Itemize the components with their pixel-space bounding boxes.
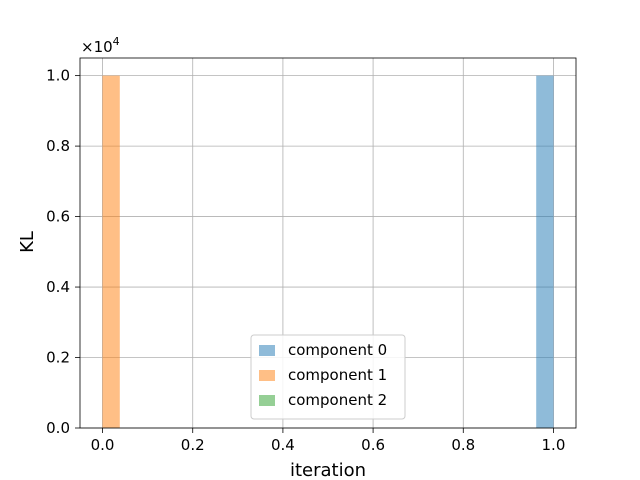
y-tick-label: 0.0: [46, 419, 70, 437]
legend: component 0 component 1 component 2: [250, 334, 406, 420]
y-axis-label: KL: [17, 231, 38, 253]
y-tick-label: 1.0: [46, 67, 70, 85]
plot-frame: [79, 57, 577, 429]
legend-swatch-component-1: [259, 370, 275, 381]
bar-component-1: [102, 75, 120, 428]
y-tick-label: 0.6: [46, 208, 70, 226]
x-tick-label: 0.0: [91, 436, 115, 454]
x-tick-label: 0.6: [361, 436, 385, 454]
x-tick-label: 0.4: [271, 436, 295, 454]
bar-component-0: [536, 75, 554, 428]
y-tick-label: 0.2: [46, 349, 70, 367]
y-tick-label: 0.4: [46, 278, 70, 296]
legend-label-component-0: component 0: [288, 341, 387, 359]
x-tick-label: 0.2: [181, 436, 205, 454]
y-axis-scale-label: ×104: [81, 35, 120, 56]
legend-label-component-1: component 1: [288, 366, 387, 384]
x-tick-label: 1.0: [542, 436, 566, 454]
legend-swatch-component-0: [259, 345, 275, 356]
x-tick-label: 0.8: [451, 436, 475, 454]
x-axis-label: iteration: [290, 460, 366, 480]
y-tick-label: 0.8: [46, 137, 70, 155]
axis-ticks: 0.0 0.2 0.4 0.6 0.8 1.0 0.0 0.2 0.4 0.6 0.8 1.0: [46, 67, 565, 454]
legend-label-component-2: component 2: [288, 391, 387, 409]
bars: [102, 75, 554, 428]
legend-box: [250, 334, 406, 420]
legend-swatch-component-2: [259, 395, 275, 406]
y-axis-scale-exponent: 4: [113, 35, 120, 48]
